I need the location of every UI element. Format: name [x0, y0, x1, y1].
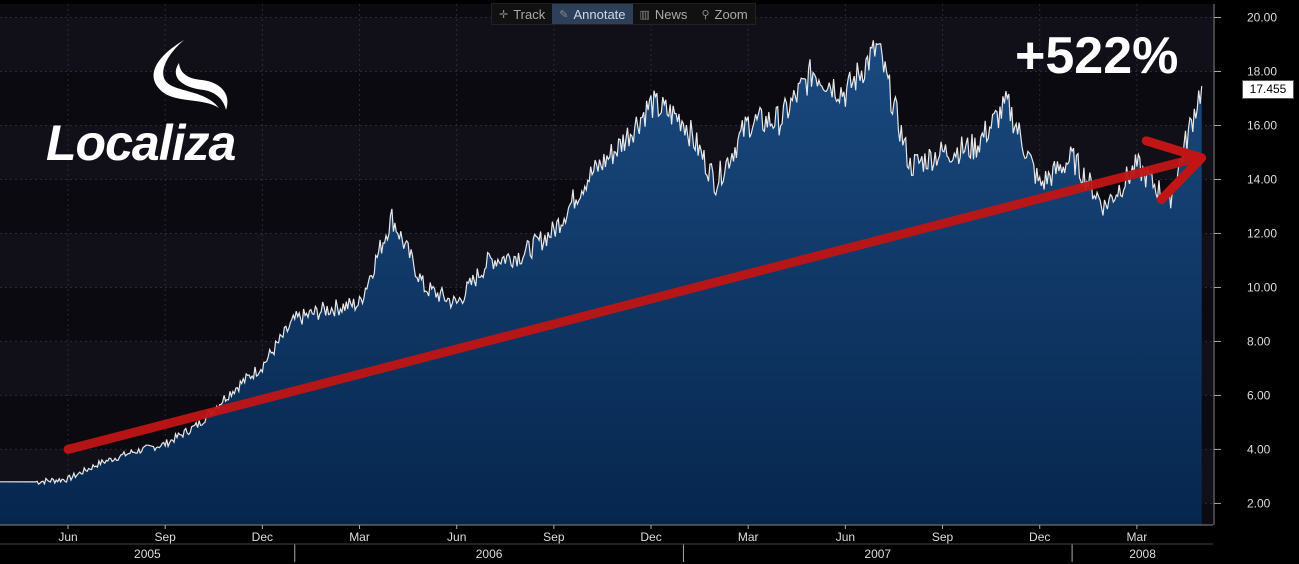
news-label: News: [654, 6, 688, 22]
y-tick-label: 18.00: [1247, 64, 1277, 78]
y-tick-label: 12.00: [1247, 226, 1277, 240]
year-label: 2008: [1129, 547, 1156, 561]
y-tick-label: 10.00: [1247, 280, 1277, 294]
y-tick-label: 4.00: [1247, 442, 1271, 456]
zoom-button[interactable]: ⚲ Zoom: [694, 4, 754, 24]
annotate-label: Annotate: [573, 6, 626, 22]
track-button[interactable]: ✛ Track: [492, 4, 552, 24]
track-label: Track: [513, 6, 546, 22]
news-button[interactable]: ▥ News: [633, 4, 695, 24]
trend-arrow-head: [1141, 136, 1207, 205]
chart-toolbar: ✛ Track ✎ Annotate ▥ News ⚲ Zoom: [491, 3, 756, 25]
y-tick-label: 8.00: [1247, 334, 1271, 348]
pencil-icon: ✎: [559, 8, 569, 21]
company-logo: Localiza: [44, 38, 294, 178]
x-tick-label: Sep: [155, 530, 177, 544]
x-tick-label: Mar: [1127, 530, 1148, 544]
x-tick-label: Sep: [543, 530, 565, 544]
magnifier-icon: ⚲: [701, 8, 710, 21]
price-area: [0, 40, 1202, 526]
y-tick-label: 16.00: [1247, 118, 1277, 132]
crosshair-icon: ✛: [499, 8, 509, 21]
last-price-tag: 17.455: [1242, 80, 1294, 99]
x-tick-label: Sep: [932, 530, 954, 544]
news-icon: ▥: [639, 8, 650, 21]
logo-wordmark: Localiza: [46, 115, 236, 171]
y-tick-label: 6.00: [1247, 388, 1271, 402]
year-label: 2005: [134, 547, 161, 561]
x-tick-label: Dec: [1029, 530, 1050, 544]
x-tick-label: Dec: [252, 530, 273, 544]
x-tick-label: Mar: [738, 530, 759, 544]
y-tick-label: 2.00: [1247, 496, 1271, 510]
x-tick-label: Jun: [447, 530, 466, 544]
percent-change-annotation: +522%: [1015, 27, 1179, 85]
plot-band: [0, 17, 1213, 72]
trend-arrow-shaft: [63, 155, 1195, 454]
x-tick-label: Dec: [640, 530, 661, 544]
x-tick-label: Jun: [58, 530, 77, 544]
zoom-label: Zoom: [714, 6, 748, 22]
year-label: 2007: [864, 547, 891, 561]
x-tick-label: Jun: [836, 530, 855, 544]
y-tick-label: 20.00: [1247, 10, 1277, 24]
swoosh-icon: [153, 40, 228, 110]
annotate-button[interactable]: ✎ Annotate: [552, 4, 633, 24]
year-label: 2006: [476, 547, 503, 561]
price-line: [0, 40, 1203, 486]
y-tick-label: 14.00: [1247, 172, 1277, 186]
x-tick-label: Mar: [349, 530, 370, 544]
